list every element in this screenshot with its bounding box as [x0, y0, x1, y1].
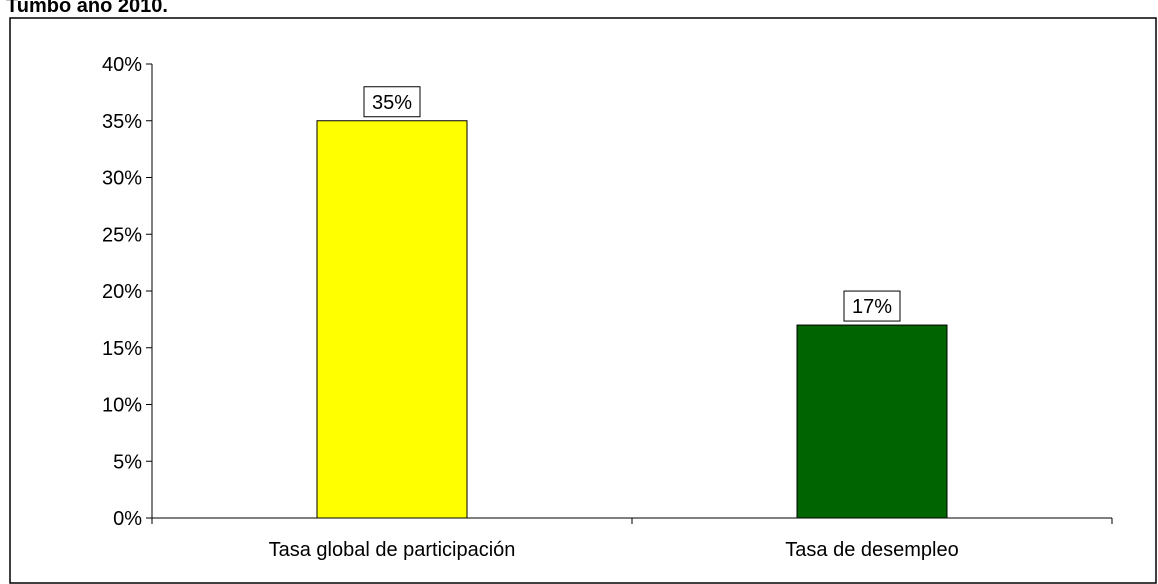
data-labels: 35% 17%	[363, 86, 901, 322]
y-tick-label: 35%	[102, 111, 142, 133]
bar	[316, 120, 468, 519]
x-category-label: Tasa global de participación	[269, 539, 516, 561]
data-label: 35%	[372, 92, 412, 114]
y-tick-label: 0%	[113, 508, 142, 530]
bars	[316, 120, 948, 519]
chart-title: Tumbo año 2010.	[6, 0, 168, 17]
y-tick-label: 20%	[102, 281, 142, 303]
x-category-label: Tasa de desempleo	[785, 539, 958, 561]
chart-area-border	[9, 17, 1157, 584]
data-label-box	[363, 86, 421, 118]
y-tick-label: 30%	[102, 168, 142, 190]
data-label: 17%	[852, 296, 892, 318]
data-label-box	[843, 290, 901, 322]
y-tick-label: 25%	[102, 224, 142, 246]
y-tick-label: 40%	[102, 54, 142, 76]
bar	[796, 324, 948, 519]
y-tick-label: 10%	[102, 395, 142, 417]
y-tick-label: 5%	[113, 451, 142, 473]
y-axis: 0% 5% 10% 15% 20% 25% 30% 35% 40%	[102, 54, 153, 530]
x-axis: Tasa global de participación Tasa de dese…	[151, 517, 1113, 561]
y-tick-label: 15%	[102, 338, 142, 360]
